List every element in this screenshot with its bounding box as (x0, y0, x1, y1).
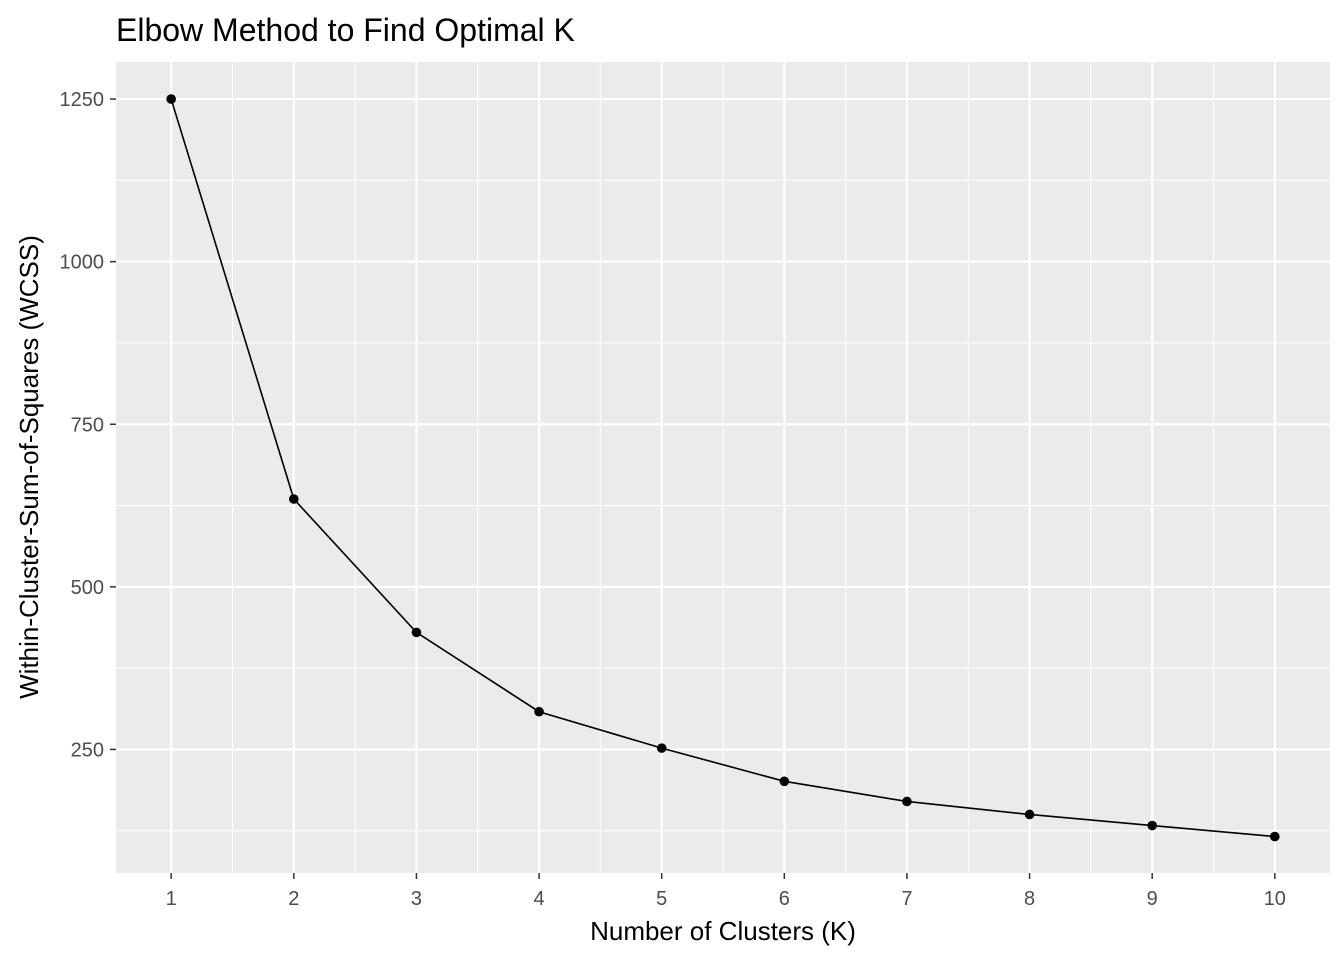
x-tick-label: 10 (1264, 888, 1286, 910)
x-tick-label: 6 (779, 888, 790, 910)
data-point (656, 743, 667, 753)
wcss-line (170, 98, 1275, 838)
data-point (289, 494, 299, 504)
x-tick-label: 7 (901, 888, 912, 910)
y-tick-label: 750 (71, 414, 104, 436)
grid-major (116, 62, 1330, 873)
data-points (166, 94, 1280, 842)
y-tick-label: 500 (71, 577, 104, 599)
x-tick-label: 9 (1147, 888, 1158, 910)
data-point (779, 776, 790, 787)
chart-title: Elbow Method to Find Optimal K (116, 12, 575, 48)
y-tick-label: 250 (71, 739, 104, 761)
y-axis-ticks: 250 500 750 1000 1250 (60, 89, 116, 761)
y-tick-label: 1000 (60, 252, 105, 274)
data-point (166, 94, 176, 104)
grid-minor (116, 62, 1330, 873)
data-point (411, 627, 422, 638)
y-axis-title: Within-Cluster-Sum-of-Squares (WCSS) (14, 235, 44, 699)
x-tick-label: 2 (288, 888, 299, 910)
data-point (534, 706, 544, 717)
x-tick-label: 4 (533, 888, 544, 910)
x-tick-label: 1 (166, 888, 177, 910)
x-axis-title: Number of Clusters (K) (590, 916, 856, 946)
y-tick-label: 1250 (60, 89, 105, 111)
data-point (1024, 809, 1035, 820)
data-point (1270, 831, 1280, 842)
data-point (902, 796, 912, 807)
data-point (1147, 820, 1157, 831)
x-tick-label: 8 (1024, 888, 1035, 910)
x-tick-label: 5 (656, 888, 667, 910)
x-tick-label: 3 (411, 888, 422, 910)
x-axis-ticks: 1 2 3 4 5 6 7 8 9 10 (166, 873, 1286, 910)
